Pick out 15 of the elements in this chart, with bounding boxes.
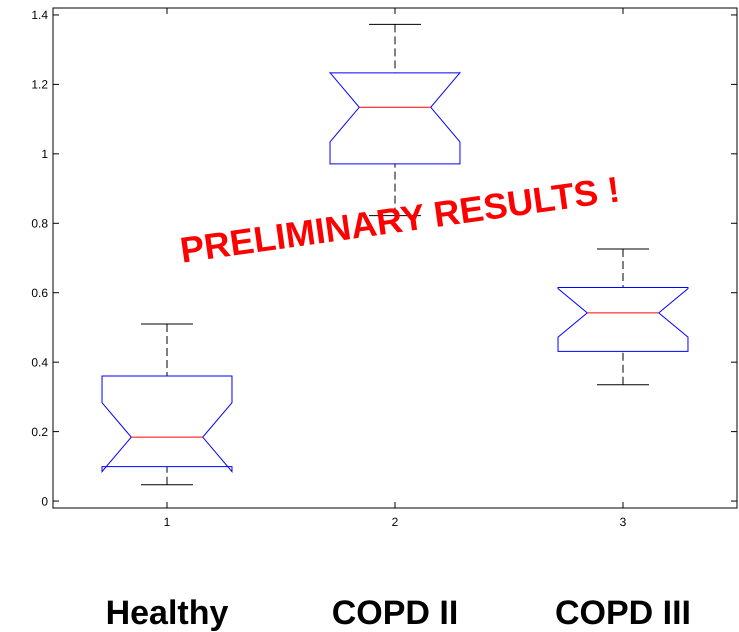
y-tick-label: 0 (41, 494, 48, 508)
y-tick-label: 1.4 (31, 8, 48, 22)
text: Healthy (106, 594, 228, 632)
y-tick-label: 0.2 (31, 424, 48, 439)
text: COPD II (332, 594, 458, 632)
y-tick-label: 1.2 (31, 78, 48, 92)
x-tick-label: 2 (392, 515, 399, 529)
annotation: PRELIMINARY RESULTS ! (178, 168, 622, 271)
y-tick-label: 0.4 (31, 355, 48, 370)
text: COPD III (554, 594, 692, 632)
x-tick-label: 1 (164, 515, 171, 529)
x-tick-label: 3 (620, 515, 627, 529)
y-tick-label: 1 (41, 147, 48, 162)
y-tick-label: 0.6 (31, 286, 48, 300)
y-tick-label: 0.8 (31, 216, 48, 230)
